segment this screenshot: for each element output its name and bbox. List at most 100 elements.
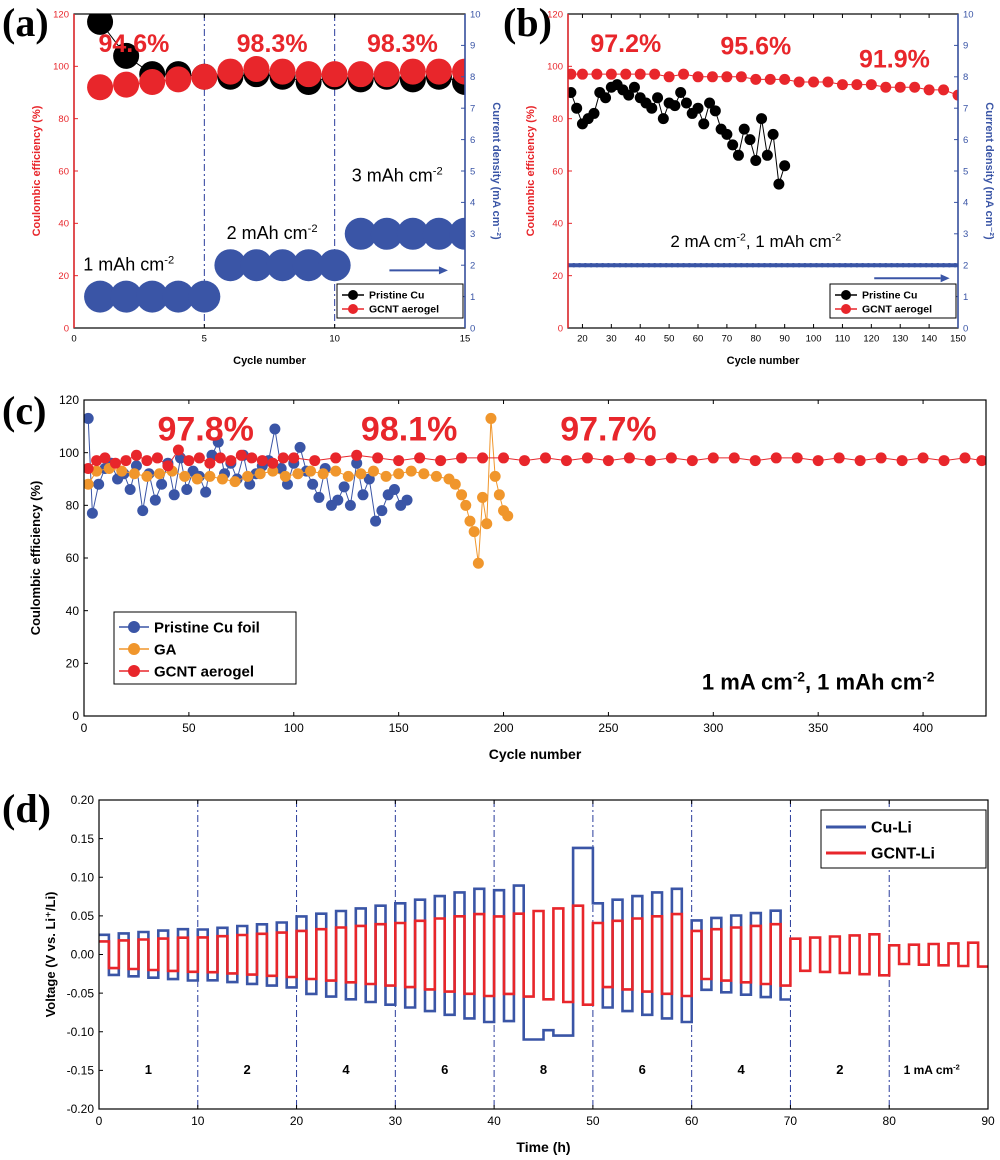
data-point-current-density [370,217,403,250]
data-point-pristine-cu-foil [401,494,413,506]
data-point-gcnt-aerogel [707,452,719,464]
panel-c: (c) 0 50 100 150 200 250 300 350 400 0 20 40 60 80 100 1… [2,388,987,762]
data-point-gcnt-aerogel [151,452,163,464]
data-point-gcnt-aerogel [750,73,762,85]
x-tick-label: 130 [892,334,908,345]
data-point-gcnt-aerogel [959,452,971,464]
data-point-pristine-cu-foil [388,484,400,496]
y2-tick-label: 1 [963,292,968,303]
point-current-density [773,263,779,268]
data-point-gcnt-aerogel [269,58,296,85]
legend-swatch-marker [128,621,140,633]
x-axis-label: Cycle number [727,355,800,367]
data-point-pristine-cu-foil [313,491,325,503]
x-tick-label: 60 [685,1114,699,1128]
data-point-pristine-cu-foil [212,436,224,448]
point-current-density [941,263,946,268]
data-point-pristine-cu-foil [137,505,149,517]
point-current-density [791,263,796,268]
data-point-gcnt-aerogel [686,455,698,467]
superscript: -2 [793,669,806,684]
y2-tick-label: 2 [470,261,475,272]
plot-area [568,68,958,268]
arrow-head [438,266,448,275]
point-current-density [820,263,825,268]
data-point-gcnt-aerogel [976,455,986,467]
y-axis-label: Coulombic efficiency (%) [28,481,43,636]
y2-tick-label: 8 [470,72,475,83]
y2-tick-label: 9 [470,41,475,52]
data-point-ga [456,489,468,501]
data-point-gcnt-aerogel [165,66,192,93]
point-current-density [860,263,865,268]
x-tick-label: 50 [586,1114,600,1128]
legend: Pristine Cu foil GA GCNT aerogel [113,611,297,685]
data-point-gcnt-aerogel [692,71,704,83]
data-point-ga [179,470,191,482]
x-tick-label: 70 [722,334,733,345]
plot-frame [83,399,987,717]
x-tick-label: 30 [606,334,617,345]
data-point-gcnt-aerogel [764,73,776,85]
data-point-current-density [266,249,299,282]
data-point-gcnt-aerogel [678,68,690,80]
y2-tick-label: 3 [470,229,475,240]
panel-label: (d) [2,786,51,831]
y2-tick-label: 5 [470,166,475,177]
data-point-gcnt-aerogel [812,455,824,467]
label-part: 3 mAh cm [352,165,433,185]
y-tick-label: 60 [58,166,69,177]
data-point-gcnt-aerogel [605,68,617,80]
data-point-gcnt-aerogel [191,63,218,90]
data-point-gcnt-aerogel [749,455,761,467]
data-point-gcnt-aerogel [141,455,153,467]
point-current-density [825,263,831,268]
point-current-density [883,263,888,268]
data-point-pristine-cu-foil [84,412,94,424]
data-point-pristine-cu [721,128,733,140]
legend-box [336,283,464,319]
point-current-density [640,263,646,268]
x-axis-label: Cycle number [233,355,306,367]
data-point-ga [317,468,329,480]
label-part: 2 mA cm [670,232,736,251]
point-current-density [571,263,576,268]
data-point-pristine-cu [761,149,773,161]
x-tick-label: 80 [883,1114,897,1128]
point-current-density [762,263,767,268]
y2-tick-label: 9 [963,41,968,52]
data-point-gcnt-aerogel [791,452,803,464]
data-point-ga [154,468,166,480]
capacity-label: 1 mAh cm-2 [83,254,174,274]
data-point-current-density [396,217,429,250]
data-point-gcnt-aerogel [865,79,877,91]
segment-label-last: 1 mA cm-2 [904,1062,960,1077]
efficiency-annotation: 98.3% [237,30,308,58]
point-current-density [900,263,906,268]
point-current-density [617,263,623,268]
data-point-gcnt-aerogel [217,58,244,85]
data-point-current-density [344,217,377,250]
data-point-pristine-cu-foil [307,478,319,490]
legend-swatch-marker [128,665,140,677]
point-current-density [872,263,877,268]
efficiency-annotation: 94.6% [99,30,170,58]
data-point-gcnt-aerogel [399,58,426,85]
data-point-gcnt-aerogel [243,55,270,82]
data-point-ga [128,468,140,480]
data-point-ga [242,470,254,482]
x-tick-label: 50 [664,334,675,345]
data-point-gcnt-aerogel [351,449,363,461]
point-current-density [889,263,894,268]
data-point-pristine-cu-foil [338,481,350,493]
data-point-gcnt-aerogel [235,449,247,461]
data-point-gcnt-aerogel [721,71,733,83]
data-point-pristine-cu [628,81,640,93]
y2-tick-label: 1 [470,292,475,303]
plot-area [99,800,988,1109]
data-point-gcnt-aerogel [225,455,237,467]
data-point-pristine-cu [727,139,739,151]
point-current-density [918,263,923,268]
arrow-head [940,274,950,283]
data-point-gcnt-aerogel [836,79,848,91]
